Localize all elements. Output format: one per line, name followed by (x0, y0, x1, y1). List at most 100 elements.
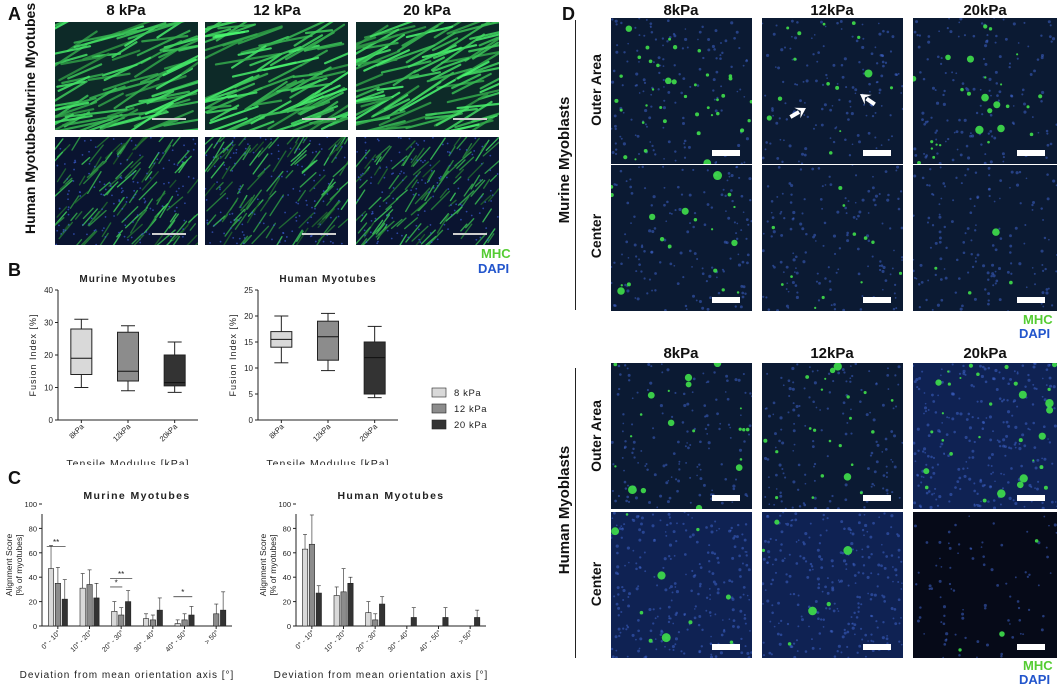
nucleus (277, 150, 280, 153)
nucleus (992, 506, 997, 509)
nucleus (101, 229, 104, 232)
nucleus (674, 209, 677, 212)
nucleus (927, 279, 930, 282)
nucleus (130, 139, 133, 142)
nucleus (788, 394, 791, 398)
legend-swatch-3 (431, 419, 447, 430)
nucleus (953, 131, 956, 134)
nucleus (637, 153, 641, 156)
myotube (377, 168, 389, 185)
nucleus (742, 593, 745, 596)
nucleus (824, 277, 827, 280)
nucleus (730, 21, 734, 25)
nucleus (59, 147, 62, 150)
nucleus (226, 148, 229, 151)
nucleus (662, 65, 665, 68)
nucleus (673, 264, 676, 267)
nucleus (1037, 480, 1040, 483)
nucleus (870, 485, 873, 488)
nucleus (705, 414, 709, 418)
nucleus (223, 232, 226, 235)
nucleus (796, 650, 799, 652)
nucleus (770, 211, 773, 214)
nucleus (992, 284, 995, 287)
nucleus (802, 541, 805, 544)
myotube (323, 52, 348, 65)
nucleus (332, 242, 334, 244)
mhc-spot (739, 407, 742, 410)
nucleus (1045, 368, 1049, 371)
nucleus (460, 218, 462, 221)
nucleus (487, 239, 489, 241)
mhc-spot (681, 207, 689, 215)
nucleus (853, 623, 857, 627)
nucleus (994, 368, 998, 373)
nucleus (282, 231, 284, 234)
myotube (407, 44, 457, 68)
nucleus (766, 599, 770, 603)
myotube (151, 81, 198, 98)
myotube (309, 174, 326, 192)
nucleus (144, 200, 147, 203)
nucleus (961, 612, 965, 616)
mhc-spot (1051, 363, 1057, 368)
nucleus (777, 601, 780, 605)
nucleus (938, 540, 942, 544)
nucleus (980, 22, 984, 25)
nucleus (673, 34, 677, 38)
nucleus (696, 465, 699, 468)
nucleus (762, 602, 764, 605)
nucleus (470, 214, 473, 217)
nucleus (886, 532, 890, 536)
nucleus (1031, 403, 1035, 406)
myotube (456, 60, 490, 80)
nucleus (854, 582, 857, 584)
mhc-spot (1046, 406, 1054, 414)
nucleus (446, 150, 449, 153)
nucleus (743, 161, 746, 164)
nucleus (329, 216, 332, 219)
nucleus (964, 636, 967, 640)
nucleus (194, 142, 197, 145)
nucleus (987, 292, 991, 296)
myotube (359, 179, 368, 189)
nucleus (688, 249, 692, 253)
nucleus (152, 209, 154, 212)
myotube (456, 102, 499, 110)
nucleus (236, 242, 238, 245)
nucleus (1002, 398, 1006, 401)
nucleus (973, 503, 976, 506)
myotube (64, 108, 128, 118)
nucleus (400, 170, 403, 173)
nucleus (223, 164, 226, 166)
nucleus (851, 626, 855, 630)
nucleus (631, 633, 635, 637)
myotube (156, 22, 184, 39)
myotube (266, 170, 284, 192)
nucleus (913, 258, 915, 261)
nucleus (866, 545, 870, 549)
bar-8kPa-3 (143, 618, 150, 627)
nucleus (740, 162, 743, 164)
myotube (430, 137, 446, 160)
nucleus (139, 241, 142, 244)
panel-d-bottom-row-center-text: Center (588, 561, 604, 607)
nucleus (944, 140, 947, 143)
nucleus (654, 38, 658, 41)
nucleus (843, 57, 847, 61)
mhc-spot (648, 59, 653, 64)
myotube (186, 234, 198, 245)
myotube (156, 192, 166, 202)
scale-bar (712, 495, 740, 501)
mhc-spot (828, 439, 832, 443)
nucleus (740, 414, 742, 417)
nucleus (817, 617, 820, 621)
mhc-spot (645, 104, 648, 107)
nucleus (132, 180, 135, 183)
nucleus (788, 387, 792, 391)
mhc-spot (736, 291, 740, 294)
nucleus (674, 478, 678, 481)
myotube (96, 137, 110, 148)
nucleus (615, 602, 619, 606)
nucleus (915, 377, 919, 382)
